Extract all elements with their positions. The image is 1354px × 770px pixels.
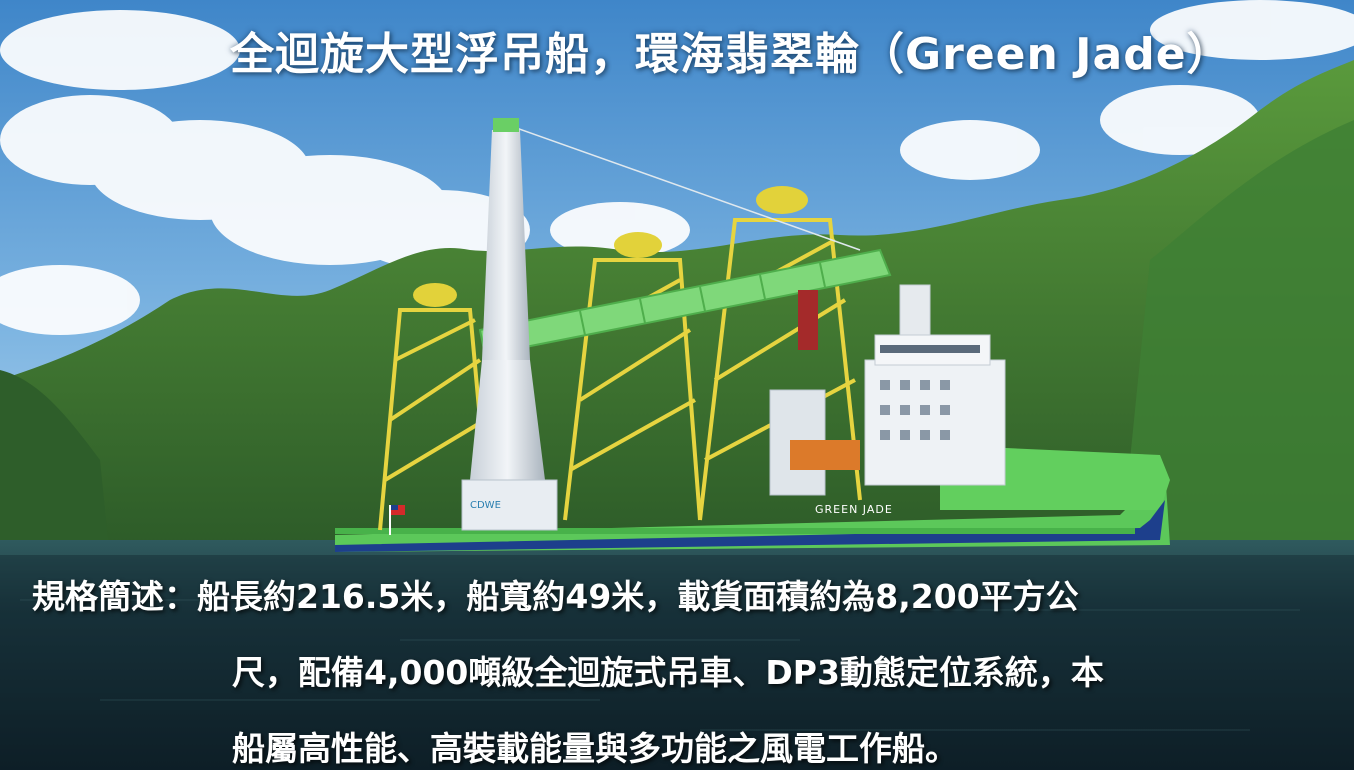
jacket-structures <box>378 218 862 531</box>
sea-ripples <box>20 599 1300 731</box>
ship-flag <box>389 505 405 535</box>
caption-line-2: 尺，配備4,000噸級全迴旋式吊車、DP3動態定位系統，本 <box>232 653 1104 692</box>
mountain-left <box>0 370 110 560</box>
ship-superstructure <box>769 284 1006 496</box>
caption-line-1: 規格簡述：船長約216.5米，船寬約49米，載貨面積約為8,200平方公 <box>32 577 1079 616</box>
crane-boom <box>478 124 892 357</box>
mountain-right <box>1120 120 1354 560</box>
page-title: 全迴旋大型浮吊船，環海翡翠輪（Green Jade） <box>230 29 1232 80</box>
crane-tower: CDWE <box>461 118 558 531</box>
caption-backdrop <box>0 555 1354 770</box>
clouds <box>0 0 1354 335</box>
sea <box>0 540 1354 770</box>
caption-line-3: 船屬高性能、高裝載能量與多功能之風電工作船。 <box>232 729 958 768</box>
jacket-caps <box>413 186 808 307</box>
hull-name: GREEN JADE <box>815 503 893 516</box>
crane-logo: CDWE <box>470 500 501 511</box>
